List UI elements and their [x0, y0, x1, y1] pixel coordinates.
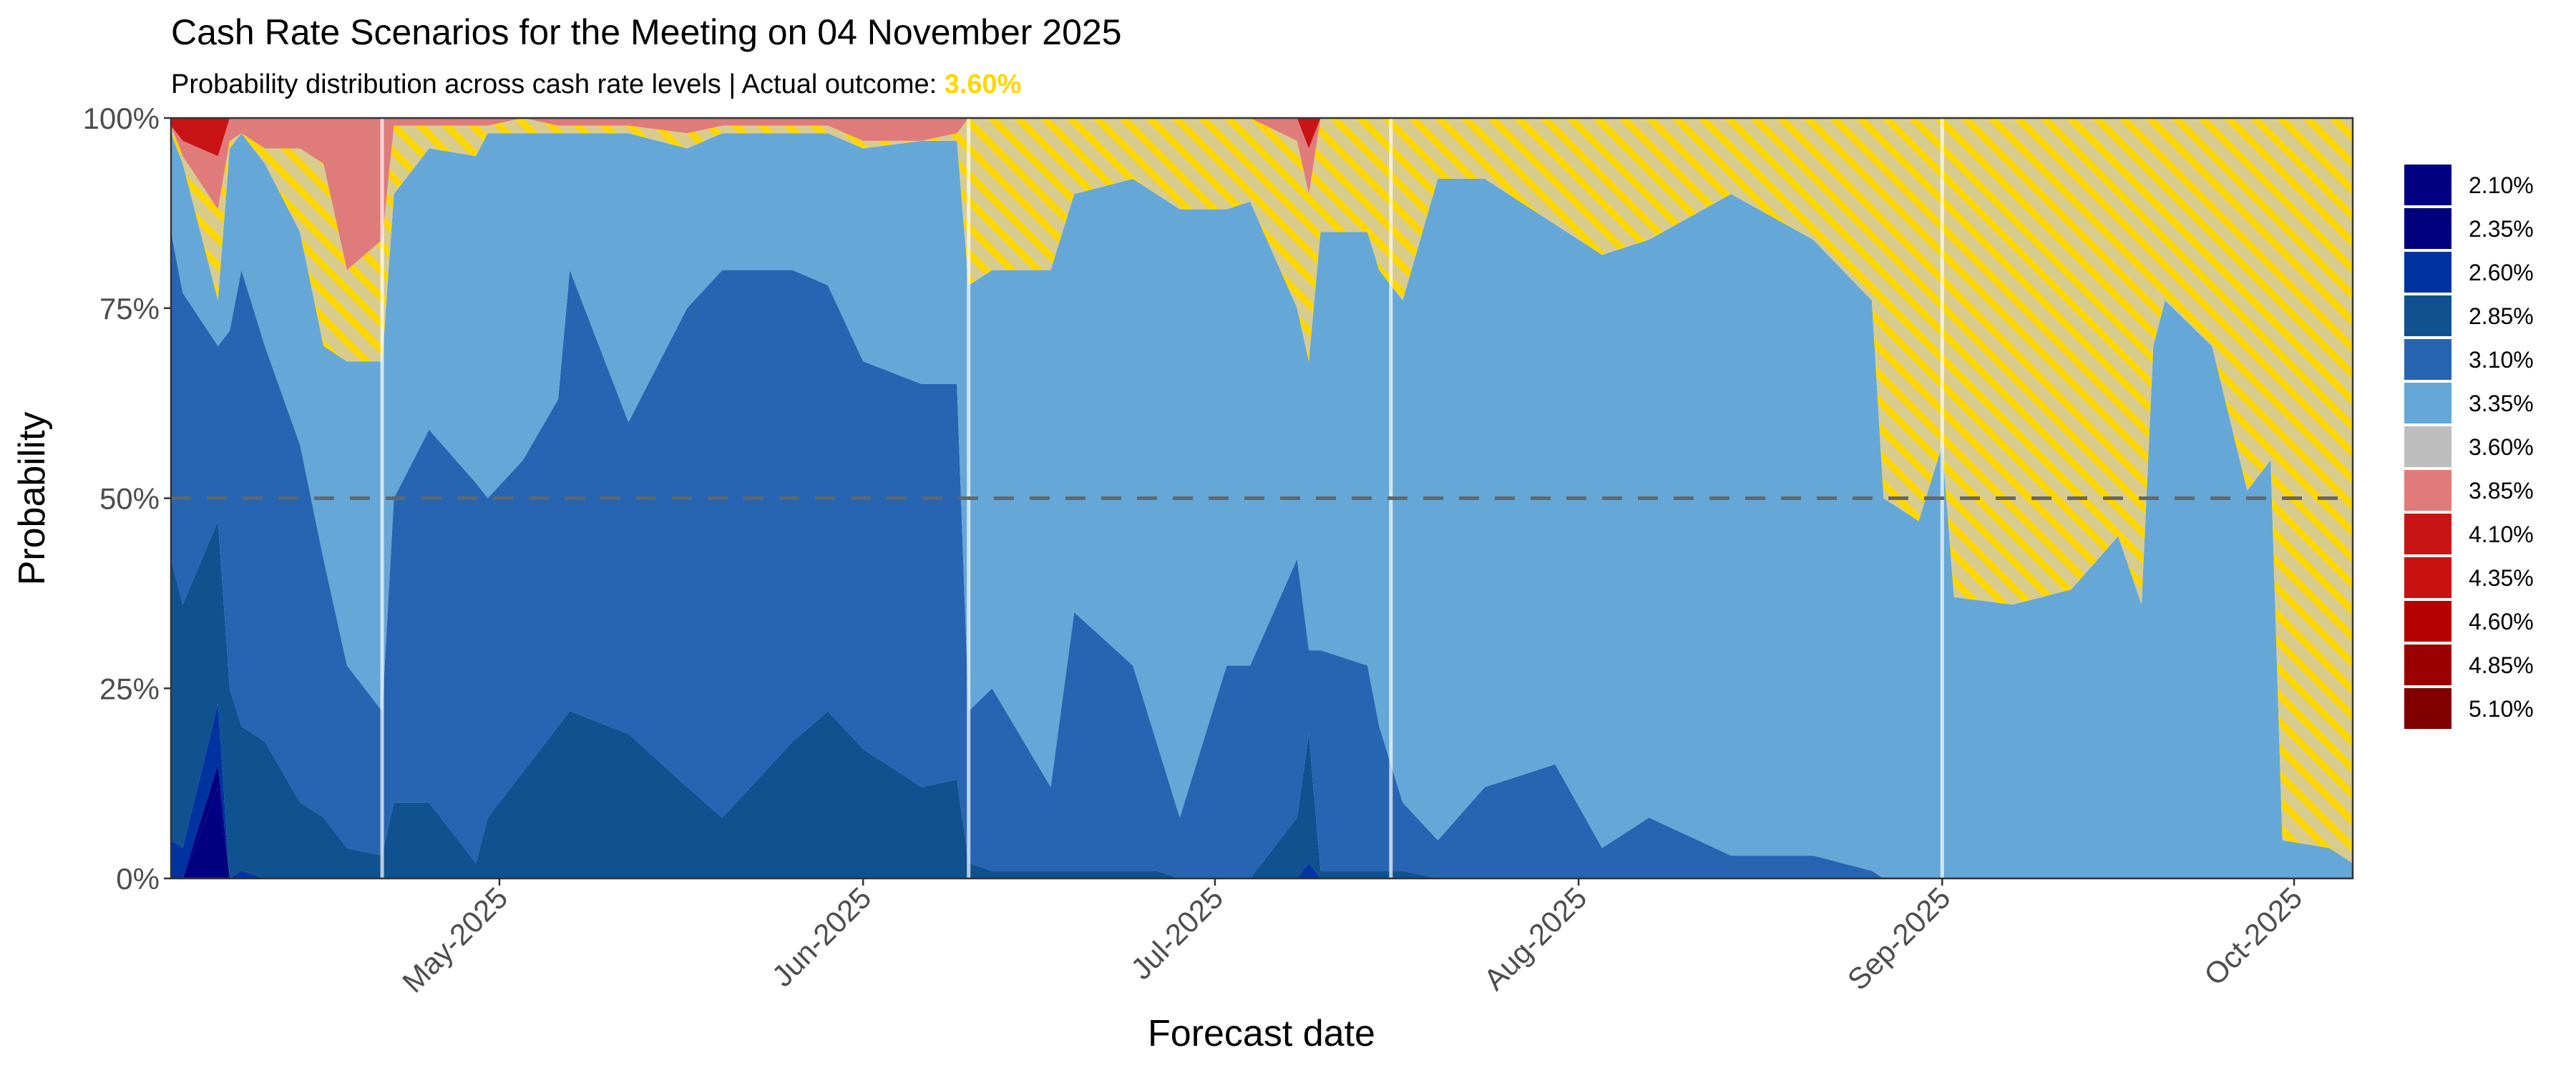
area-series-3-85pct [171, 118, 2353, 270]
chart-title: Cash Rate Scenarios for the Meeting on 0… [171, 12, 1122, 52]
legend-label: 3.60% [2469, 434, 2534, 460]
legend-item: 2.60% [2404, 252, 2534, 293]
legend-swatch [2404, 470, 2451, 511]
legend-swatch [2404, 383, 2451, 423]
legend-item: 3.10% [2404, 339, 2534, 380]
x-tick-label: Jul-2025 [1124, 881, 1229, 986]
legend-label: 4.85% [2469, 652, 2534, 678]
legend-swatch [2404, 601, 2451, 642]
legend-label: 5.10% [2469, 696, 2534, 722]
y-axis: 0% 25% 50% 75% 100% [83, 102, 171, 896]
legend-swatch [2404, 426, 2451, 467]
legend-item: 2.85% [2404, 295, 2534, 336]
area-series-3-35pct [171, 133, 2353, 878]
area-series-2-85pct [171, 521, 2353, 878]
legend-swatch [2404, 165, 2451, 205]
legend-label: 3.10% [2469, 347, 2534, 373]
y-tick-label: 25% [99, 672, 160, 705]
y-tick-label: 75% [99, 292, 160, 325]
legend-item: 3.60% [2404, 426, 2534, 467]
legend-label: 4.60% [2469, 609, 2534, 635]
legend-item: 3.85% [2404, 470, 2534, 511]
legend-label: 4.10% [2469, 521, 2534, 547]
legend-label: 4.35% [2469, 565, 2534, 591]
legend-item: 2.10% [2404, 165, 2534, 205]
legend-swatch [2404, 645, 2451, 685]
legend-swatch [2404, 295, 2451, 336]
x-tick-label: Jun-2025 [765, 881, 877, 993]
legend-label: 2.60% [2469, 260, 2534, 285]
legend-swatch [2404, 557, 2451, 598]
chart-subtitle: Probability distribution across cash rat… [171, 69, 1021, 99]
y-tick-label: 100% [83, 102, 160, 135]
legend-swatch [2404, 514, 2451, 554]
legend: 2.10% 2.35% 2.60% 2.85% 3.10% 3.35% 3.60% 3.85%… [2404, 165, 2534, 729]
legend-swatch [2404, 339, 2451, 380]
legend-item: 4.10% [2404, 514, 2534, 554]
legend-label: 2.85% [2469, 303, 2534, 329]
y-tick-label: 0% [116, 862, 160, 896]
area-series-3-10pct [171, 232, 2353, 878]
legend-label: 2.35% [2469, 216, 2534, 242]
legend-label: 3.85% [2469, 478, 2534, 504]
legend-swatch [2404, 688, 2451, 729]
x-axis: May-2025 Jun-2025 Jul-2025 Aug-2025 Sep-2025… [396, 878, 2308, 999]
area-series-3-60pct [171, 118, 2353, 863]
legend-item: 4.60% [2404, 601, 2534, 642]
x-tick-label: Aug-2025 [1477, 881, 1593, 996]
x-tick-label: Oct-2025 [2197, 881, 2308, 991]
legend-item: 2.35% [2404, 208, 2534, 249]
legend-item: 3.35% [2404, 383, 2534, 423]
actual-outcome-value: 3.60% [945, 69, 1022, 99]
y-axis-title: Probability [11, 412, 53, 586]
area-layers [171, 118, 2353, 878]
legend-item: 4.85% [2404, 645, 2534, 685]
legend-label: 2.10% [2469, 172, 2534, 198]
legend-label: 3.35% [2469, 391, 2534, 416]
x-axis-title: Forecast date [1148, 1013, 1375, 1054]
x-tick-label: May-2025 [396, 881, 514, 999]
legend-item: 5.10% [2404, 688, 2534, 729]
y-tick-label: 50% [99, 482, 160, 516]
legend-item: 4.35% [2404, 557, 2534, 598]
legend-swatch [2404, 252, 2451, 293]
legend-swatch [2404, 208, 2451, 249]
x-tick-label: Sep-2025 [1841, 881, 1957, 996]
subtitle-text: Probability distribution across cash rat… [171, 69, 945, 99]
